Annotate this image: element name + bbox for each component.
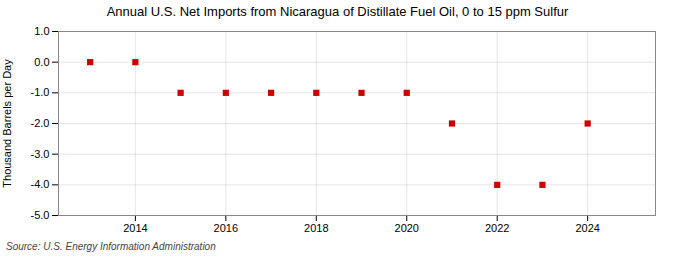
svg-text:2024: 2024 (575, 222, 599, 234)
svg-text:Thousand Barrels per Day: Thousand Barrels per Day (1, 59, 13, 188)
svg-text:-1.0: -1.0 (31, 86, 50, 98)
svg-text:-4.0: -4.0 (31, 178, 50, 190)
svg-text:-3.0: -3.0 (31, 148, 50, 160)
html-text:Source: U.S. Energy Informatio: Source: U.S. Energy Information Administ… (6, 241, 216, 252)
svg-text:2018: 2018 (304, 222, 328, 234)
svg-text:2022: 2022 (485, 222, 509, 234)
svg-text:0.0: 0.0 (34, 56, 49, 68)
svg-text:-5.0: -5.0 (31, 209, 50, 221)
svg-text:2014: 2014 (123, 222, 147, 234)
svg-text:2016: 2016 (214, 222, 238, 234)
svg-text:2020: 2020 (395, 222, 419, 234)
svg-text:1.0: 1.0 (34, 25, 49, 37)
html-text:Annual U.S. Net Imports from N: Annual U.S. Net Imports from Nicaragua o… (106, 4, 569, 19)
svg-text:-2.0: -2.0 (31, 117, 50, 129)
